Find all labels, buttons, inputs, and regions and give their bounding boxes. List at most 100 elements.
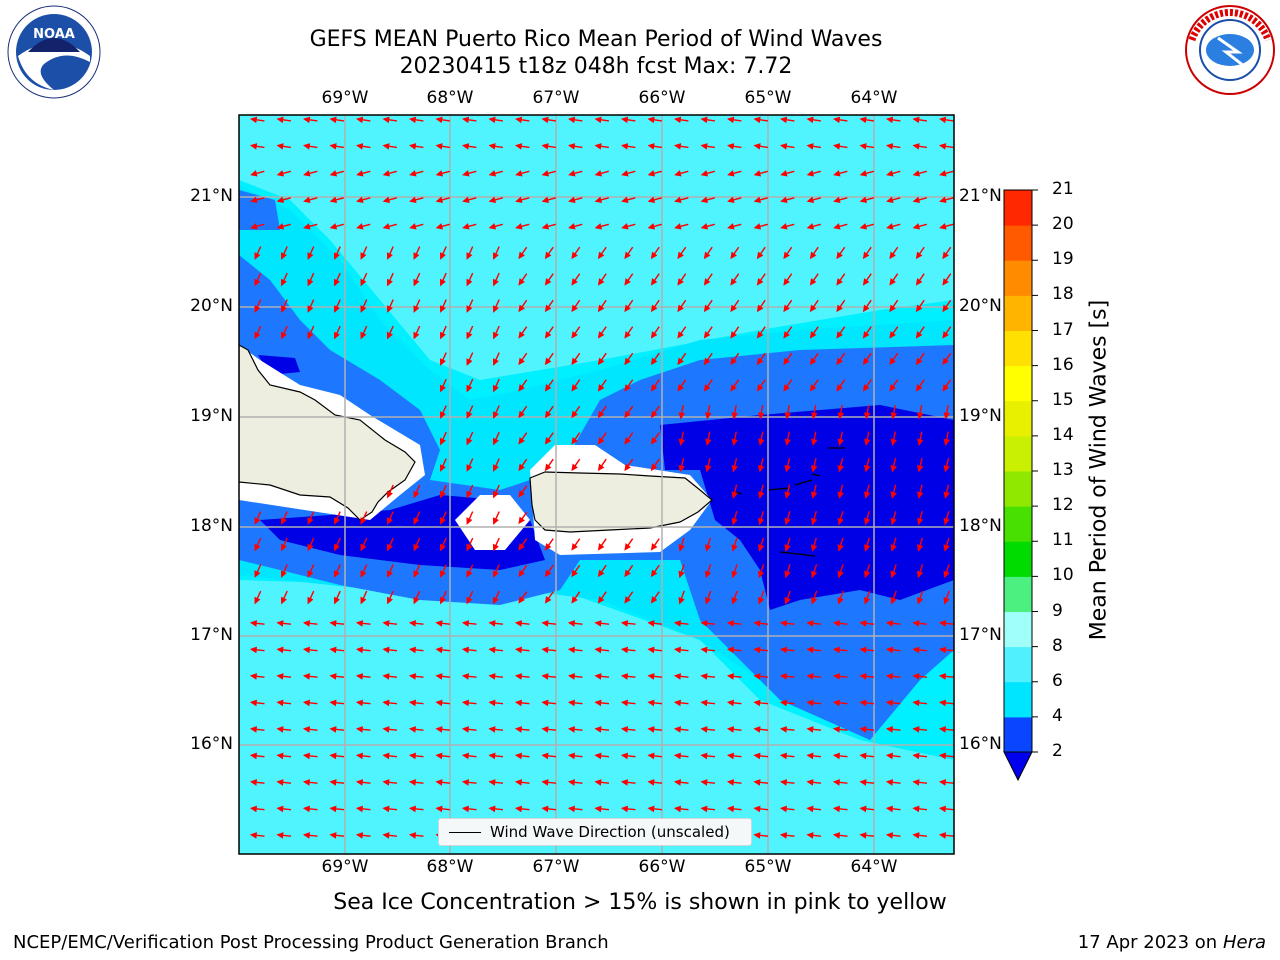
wave-arrow — [541, 779, 557, 786]
wave-arrow — [329, 699, 345, 707]
wave-arrow — [254, 272, 262, 287]
lat-tick-label-left: 16°N — [190, 734, 233, 754]
wave-arrow — [809, 352, 819, 366]
wave-arrow — [307, 564, 315, 578]
wave-arrow — [568, 223, 583, 230]
wave-arrow — [518, 405, 528, 419]
wave-arrow — [329, 726, 345, 733]
wave-arrow — [806, 223, 821, 230]
wave-arrow — [731, 404, 739, 420]
wave-arrow — [594, 116, 609, 124]
wave-arrow — [886, 116, 901, 124]
wave-arrow — [886, 143, 901, 150]
wave-arrow — [811, 431, 818, 447]
wave-arrow — [837, 431, 844, 447]
colorbar-tick-label: 20 — [1052, 214, 1074, 235]
wave-arrow — [832, 805, 848, 813]
wave-arrow — [408, 620, 424, 627]
wave-arrow — [731, 484, 738, 499]
colorbar-tick-label: 15 — [1052, 389, 1074, 410]
wave-arrow — [439, 405, 447, 419]
wave-arrow — [780, 196, 795, 203]
wave-arrow — [544, 273, 554, 286]
wave-arrow — [859, 196, 874, 203]
wave-arrow — [329, 196, 344, 203]
wave-arrow — [731, 511, 738, 526]
wave-arrow — [461, 699, 477, 707]
lon-tick-label-bottom: 65°W — [744, 857, 792, 877]
wave-arrow — [780, 116, 795, 124]
wave-arrow — [810, 590, 818, 605]
wave-arrow — [541, 673, 557, 680]
wave-arrow — [624, 458, 634, 472]
wave-arrow — [466, 352, 474, 366]
wave-arrow — [806, 116, 821, 124]
wave-arrow — [890, 564, 897, 579]
wave-arrow — [435, 170, 450, 177]
colorbar-band — [1004, 260, 1032, 296]
wave-arrow — [621, 196, 636, 203]
wave-arrow — [673, 673, 689, 680]
wave-arrow — [382, 832, 398, 839]
wave-arrow — [809, 379, 819, 392]
wave-arrow — [386, 325, 394, 340]
wave-arrow — [488, 116, 503, 124]
wave-arrow — [915, 299, 925, 313]
colorbar-tick-label: 9 — [1052, 600, 1063, 621]
wave-arrow — [544, 458, 554, 472]
colorbar-tick-label: 14 — [1052, 424, 1074, 445]
wave-arrow — [492, 511, 500, 525]
colorbar-tick-label: 12 — [1052, 495, 1074, 516]
wave-arrow — [541, 620, 557, 627]
land-mask-mona — [455, 495, 530, 550]
colorbar-band — [1004, 541, 1032, 577]
wave-arrow — [466, 458, 474, 472]
wave-arrow — [677, 326, 687, 339]
wave-arrow — [544, 326, 554, 339]
wave-arrow — [939, 170, 954, 177]
wave-arrow — [303, 143, 318, 150]
wave-arrow — [356, 196, 371, 203]
wave-arrow — [276, 143, 291, 150]
colorbar-tick-label: 6 — [1052, 670, 1063, 691]
wave-arrow — [333, 325, 341, 340]
wave-arrow — [435, 143, 450, 150]
wave-arrow — [571, 458, 581, 472]
wave-arrow — [836, 273, 846, 286]
wave-arrow — [408, 832, 424, 839]
wave-arrow — [673, 620, 689, 627]
lon-tick-label-bottom: 69°W — [321, 857, 369, 877]
wave-arrow — [276, 196, 291, 203]
wave-arrow — [276, 699, 292, 707]
chart-title: GEFS MEAN Puerto Rico Mean Period of Win… — [309, 27, 883, 52]
wave-arrow — [386, 537, 394, 552]
wave-arrow — [355, 805, 371, 813]
lon-tick-label-bottom: 64°W — [850, 857, 898, 877]
wave-arrow — [916, 564, 924, 579]
wave-arrow — [915, 273, 925, 286]
wave-arrow — [833, 196, 848, 203]
wave-arrow — [832, 673, 848, 680]
wave-arrow — [355, 779, 371, 786]
wave-arrow — [779, 779, 795, 786]
wave-arrow — [647, 143, 662, 150]
wave-arrow — [518, 299, 528, 313]
wave-arrow — [621, 223, 636, 230]
wave-arrow — [518, 246, 528, 260]
wave-arrow — [885, 699, 901, 707]
wave-arrow — [594, 620, 610, 627]
wave-arrow — [624, 299, 634, 313]
wave-arrow — [624, 379, 634, 392]
wave-arrow — [753, 699, 769, 707]
wave-arrow — [859, 143, 874, 150]
wave-arrow — [943, 458, 950, 473]
wave-arrow — [757, 458, 765, 473]
wave-arrow — [435, 196, 450, 203]
wave-arrow — [912, 116, 927, 124]
wave-arrow — [276, 805, 292, 813]
wave-arrow — [779, 673, 795, 680]
wave-arrow — [329, 116, 344, 124]
wave-arrow — [863, 458, 871, 473]
wave-arrow — [678, 458, 685, 473]
wave-arrow — [568, 143, 583, 150]
